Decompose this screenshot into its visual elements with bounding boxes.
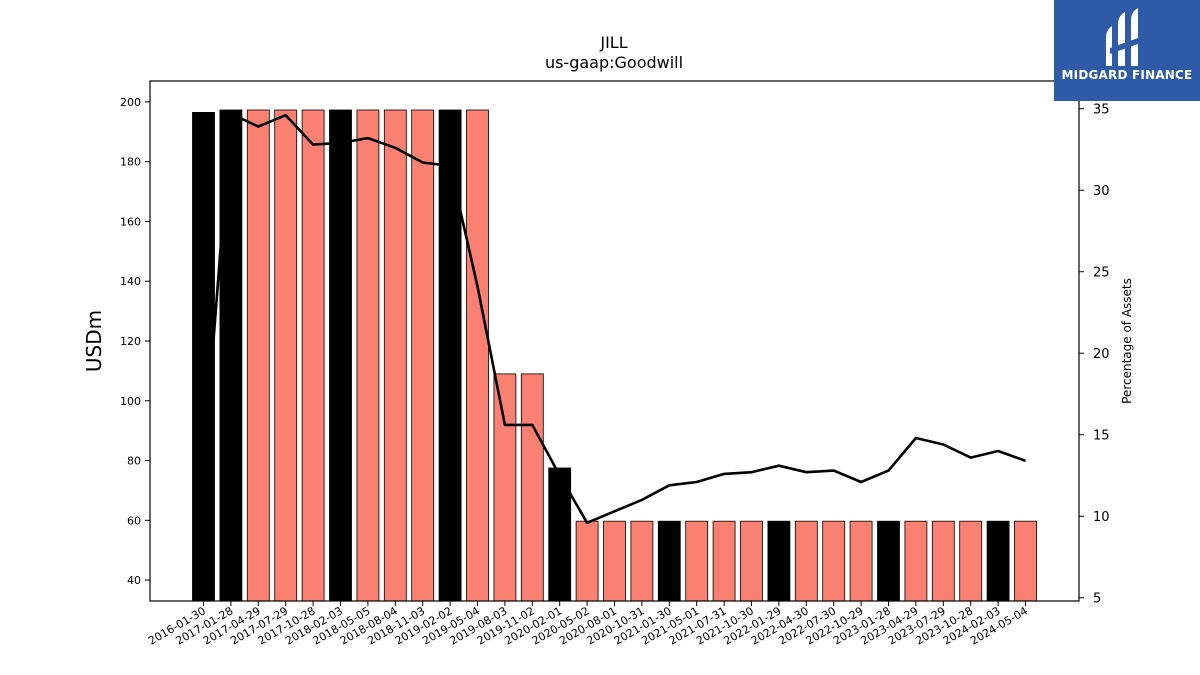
y-tick-left-label: 180 — [120, 156, 141, 169]
logo-text: MIDGARD FINANCE — [1061, 68, 1193, 82]
y-tick-left-label: 100 — [120, 395, 141, 408]
chart-title: JILL — [599, 33, 627, 52]
bar-2024-05-04 — [1014, 520, 1037, 602]
bar-2020-05-02 — [575, 520, 599, 602]
bar-2018-08-04 — [383, 109, 407, 602]
y-tick-left-label: 60 — [127, 514, 141, 527]
y-tick-right-label: 20 — [1093, 347, 1110, 362]
midgard-logo-icon — [1106, 8, 1138, 66]
brand-logo: MIDGARD FINANCE — [1054, 0, 1200, 101]
bar-2019-08-03 — [493, 373, 517, 602]
bar-2017-04-29 — [246, 109, 270, 602]
y-axis-left: 40 60 80 100 120 140 160 180 200 — [120, 96, 150, 587]
bar-2021-10-30 — [740, 520, 763, 602]
x-axis: 2016-01-302017-01-282017-04-292017-07-29… — [146, 601, 1030, 648]
bar-2021-05-01 — [685, 520, 709, 602]
y-axis-label-left: USDm — [82, 310, 106, 372]
bar-2019-11-02 — [520, 373, 544, 602]
bar-2020-10-31 — [630, 520, 654, 602]
bar-2021-01-30 — [657, 520, 681, 602]
bar-2023-10-28 — [959, 520, 983, 602]
bar-2018-02-03 — [329, 109, 352, 602]
y-tick-right-label: 25 — [1093, 266, 1110, 281]
y-tick-right-label: 30 — [1093, 184, 1110, 199]
y-tick-right-label: 10 — [1093, 510, 1110, 525]
bar-2020-08-01 — [603, 520, 626, 602]
y-tick-right-label: 35 — [1093, 103, 1110, 118]
bar-2017-01-28 — [219, 109, 243, 602]
y-tick-right-label: 5 — [1093, 592, 1101, 607]
bar-2017-10-28 — [301, 109, 325, 602]
bar-2019-02-02 — [438, 109, 462, 602]
y-tick-left-label: 200 — [120, 96, 141, 109]
y-axis-label-right: Percentage of Assets — [1120, 278, 1134, 404]
bar-2022-10-29 — [849, 520, 873, 602]
bar-2024-02-03 — [986, 520, 1010, 602]
bar-2023-04-29 — [904, 520, 928, 602]
y-tick-left-label: 40 — [127, 574, 141, 587]
bar-2023-01-28 — [877, 520, 900, 602]
bar-2022-07-30 — [822, 520, 846, 602]
bar-2018-11-03 — [411, 109, 435, 602]
bar-2022-04-30 — [794, 520, 818, 602]
bar-series — [192, 109, 1037, 602]
bar-2022-01-29 — [767, 520, 791, 602]
bar-2018-05-05 — [356, 109, 380, 602]
bar-2021-07-31 — [712, 520, 736, 602]
y-tick-right-label: 15 — [1093, 429, 1110, 444]
bar-2019-05-04 — [466, 109, 489, 602]
y-tick-left-label: 80 — [127, 455, 141, 468]
y-tick-left-label: 140 — [120, 275, 141, 288]
percentage-of-assets-line — [202, 112, 1026, 525]
chart-subtitle: us-gaap:Goodwill — [545, 53, 683, 72]
y-tick-left-label: 120 — [120, 335, 141, 348]
bar-2017-07-29 — [274, 109, 298, 602]
bar-2023-07-29 — [931, 520, 955, 602]
line-series — [202, 112, 1026, 525]
y-tick-left-label: 160 — [120, 215, 141, 228]
y-axis-right: 5 10 15 20 25 30 35 — [1079, 103, 1110, 607]
